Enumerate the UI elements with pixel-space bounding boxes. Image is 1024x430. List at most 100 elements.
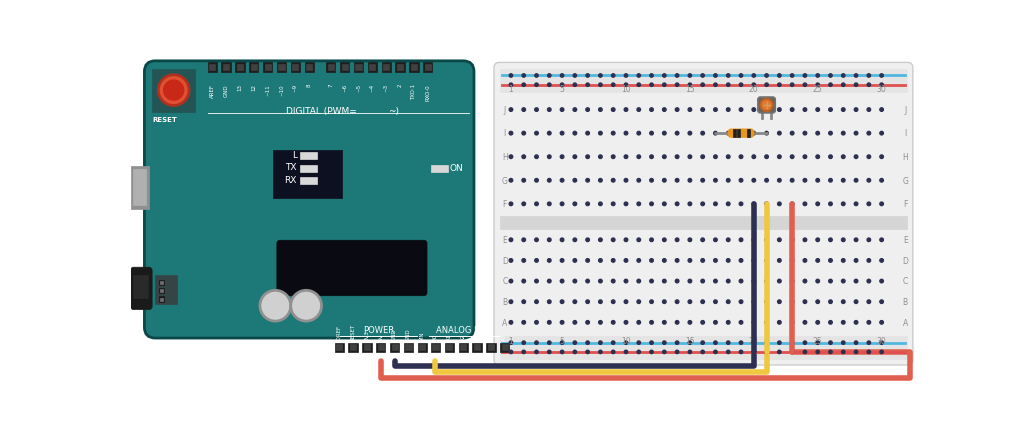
- Circle shape: [791, 132, 794, 135]
- Circle shape: [522, 341, 525, 344]
- Circle shape: [522, 320, 525, 324]
- Text: ~): ~): [388, 107, 399, 116]
- Circle shape: [650, 155, 653, 159]
- Circle shape: [650, 132, 653, 135]
- Text: 10: 10: [622, 85, 631, 94]
- Text: A: A: [902, 319, 908, 328]
- Circle shape: [599, 280, 602, 283]
- Circle shape: [752, 341, 756, 344]
- Text: 3V3: 3V3: [365, 330, 370, 341]
- Circle shape: [700, 132, 705, 135]
- Circle shape: [676, 83, 679, 86]
- Text: VIN: VIN: [420, 332, 425, 341]
- Text: IOREF: IOREF: [337, 325, 342, 341]
- Circle shape: [816, 238, 819, 242]
- Circle shape: [522, 178, 525, 182]
- Bar: [733, 129, 736, 137]
- Circle shape: [726, 259, 730, 262]
- Circle shape: [522, 350, 525, 353]
- Circle shape: [739, 350, 742, 353]
- Circle shape: [688, 280, 691, 283]
- Text: L: L: [292, 151, 297, 160]
- Circle shape: [637, 341, 640, 344]
- Circle shape: [880, 155, 884, 159]
- Circle shape: [880, 202, 884, 206]
- Circle shape: [586, 280, 590, 283]
- Bar: [748, 129, 750, 137]
- Bar: [364, 344, 370, 350]
- Circle shape: [765, 202, 768, 206]
- Circle shape: [573, 280, 577, 283]
- Circle shape: [791, 350, 794, 353]
- Circle shape: [726, 108, 730, 111]
- Bar: [391, 344, 397, 350]
- Circle shape: [727, 83, 730, 86]
- Circle shape: [803, 74, 807, 77]
- Circle shape: [573, 238, 577, 242]
- Circle shape: [599, 300, 602, 304]
- Circle shape: [816, 83, 819, 86]
- Circle shape: [803, 350, 807, 353]
- Text: H: H: [902, 153, 908, 162]
- Circle shape: [650, 202, 653, 206]
- Circle shape: [560, 341, 564, 344]
- Circle shape: [548, 74, 551, 77]
- Circle shape: [548, 320, 551, 324]
- Circle shape: [714, 155, 717, 159]
- Text: RX: RX: [285, 176, 297, 185]
- Circle shape: [586, 350, 590, 353]
- Text: 5: 5: [560, 85, 564, 94]
- Circle shape: [637, 350, 640, 353]
- Circle shape: [777, 202, 781, 206]
- Circle shape: [676, 202, 679, 206]
- Circle shape: [816, 300, 819, 304]
- Circle shape: [700, 320, 705, 324]
- Circle shape: [700, 280, 705, 283]
- Circle shape: [739, 132, 742, 135]
- Circle shape: [509, 202, 513, 206]
- Circle shape: [880, 280, 884, 283]
- Circle shape: [791, 320, 794, 324]
- Circle shape: [548, 83, 551, 86]
- Circle shape: [803, 202, 807, 206]
- Circle shape: [867, 259, 870, 262]
- Circle shape: [803, 259, 807, 262]
- Circle shape: [880, 341, 884, 344]
- Circle shape: [828, 83, 833, 86]
- Circle shape: [700, 259, 705, 262]
- Circle shape: [663, 108, 666, 111]
- Bar: [355, 64, 361, 70]
- Circle shape: [765, 238, 768, 242]
- Circle shape: [548, 178, 551, 182]
- Circle shape: [803, 83, 807, 86]
- Circle shape: [522, 238, 525, 242]
- Circle shape: [650, 238, 653, 242]
- Circle shape: [752, 132, 756, 135]
- Circle shape: [509, 280, 513, 283]
- FancyBboxPatch shape: [728, 129, 754, 137]
- Circle shape: [650, 350, 653, 353]
- Circle shape: [586, 108, 590, 111]
- Circle shape: [676, 320, 679, 324]
- Text: ~6: ~6: [342, 84, 347, 92]
- Circle shape: [573, 108, 577, 111]
- Circle shape: [625, 300, 628, 304]
- Bar: [354, 62, 364, 72]
- Circle shape: [560, 132, 564, 135]
- Circle shape: [854, 300, 858, 304]
- Bar: [378, 344, 384, 350]
- Circle shape: [535, 280, 539, 283]
- Text: TXO·1: TXO·1: [412, 84, 417, 100]
- Circle shape: [726, 178, 730, 182]
- Circle shape: [842, 202, 845, 206]
- Circle shape: [637, 259, 641, 262]
- Circle shape: [637, 178, 641, 182]
- Bar: [300, 177, 316, 184]
- Circle shape: [714, 300, 717, 304]
- Bar: [362, 343, 372, 352]
- Circle shape: [637, 300, 641, 304]
- Text: DIGITAL (PWM=: DIGITAL (PWM=: [286, 107, 357, 116]
- Circle shape: [803, 300, 807, 304]
- Circle shape: [663, 155, 666, 159]
- Circle shape: [828, 350, 833, 353]
